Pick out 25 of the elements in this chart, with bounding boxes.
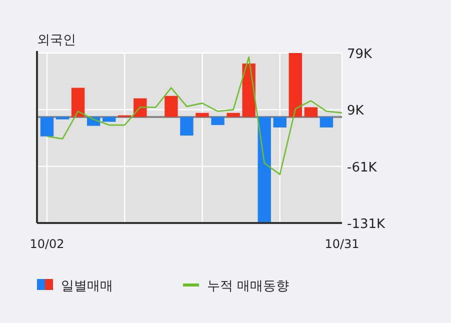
bar bbox=[180, 116, 194, 136]
bar bbox=[71, 88, 85, 117]
bar bbox=[102, 116, 116, 122]
line-series bbox=[46, 56, 343, 176]
bar bbox=[56, 116, 70, 120]
x-tick-label: 10/02 bbox=[30, 237, 64, 251]
chart-title: 외국인 bbox=[37, 33, 76, 48]
bar bbox=[304, 107, 318, 117]
bar bbox=[211, 116, 224, 126]
y-tick-label: 9K bbox=[347, 104, 364, 119]
bar bbox=[40, 116, 54, 136]
bar bbox=[226, 112, 240, 117]
bar bbox=[134, 98, 147, 117]
bar bbox=[273, 116, 286, 128]
bar bbox=[164, 96, 178, 117]
legend-label: 일별매매 bbox=[61, 279, 113, 294]
y-tick-label: -61K bbox=[347, 160, 378, 176]
bar bbox=[258, 116, 271, 222]
y-tick-label: 79K bbox=[347, 47, 373, 62]
x-tick-label: 10/31 bbox=[324, 237, 360, 251]
legend-label: 누적 매매동향 bbox=[207, 279, 290, 294]
bar bbox=[320, 116, 334, 128]
bar bbox=[288, 53, 302, 117]
bar bbox=[196, 112, 209, 117]
y-tick-label: -131K bbox=[347, 217, 386, 232]
